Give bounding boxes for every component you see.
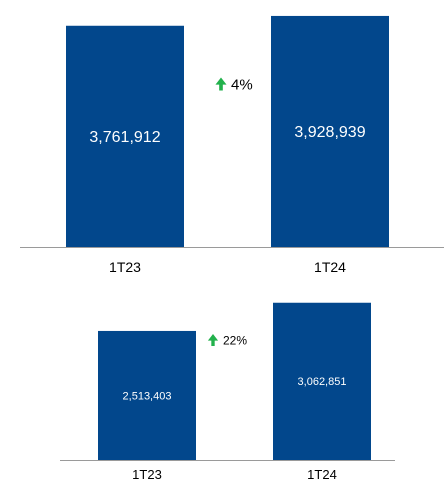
bar-1t24 — [273, 302, 371, 460]
bar-value-label: 3,761,912 — [89, 129, 160, 146]
growth-label: 4% — [231, 76, 253, 93]
arrow-up-icon — [207, 334, 219, 346]
chart-title: Xview — [0, 0, 23, 4]
bar-1t24 — [271, 15, 389, 248]
x-tick-label: 1T24 — [314, 259, 346, 275]
arrow-up-icon — [215, 77, 227, 91]
bar-value-label: 2,513,403 — [123, 390, 172, 402]
chart-xview: Xview 2,513,403 1T23 3,062,851 1T24 22% — [0, 0, 395, 482]
x-tick-label: 1T23 — [109, 259, 141, 275]
x-tick-label: 1T24 — [307, 467, 337, 482]
bar-value-label: 3,062,851 — [298, 376, 347, 388]
bar-value-label: 3,928,939 — [294, 124, 365, 141]
chart-total: 3,761,912 1T23 3,928,939 1T24 4% — [20, 15, 444, 275]
bar-1t23 — [66, 25, 184, 247]
growth-label: 22% — [223, 333, 247, 347]
bar-1t23 — [98, 330, 196, 460]
x-tick-label: 1T23 — [132, 467, 162, 482]
